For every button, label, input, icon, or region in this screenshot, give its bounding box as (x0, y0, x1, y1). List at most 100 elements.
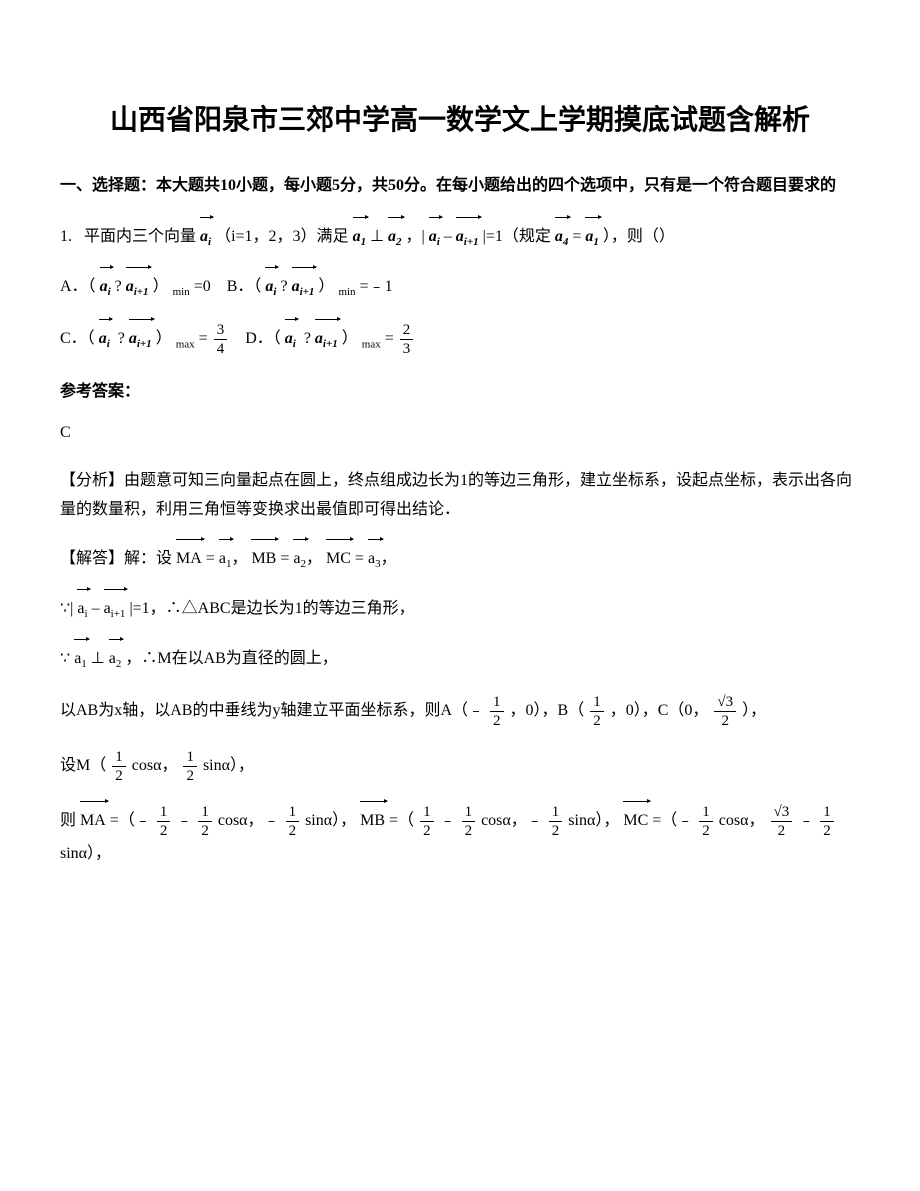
option-a-label: A．（ (60, 278, 96, 295)
frac-sqrt3-2: √32 (771, 803, 793, 840)
comma-2: ， (306, 550, 322, 567)
option-b-label: B．（ (227, 278, 262, 295)
option-b-tail: ） (318, 278, 334, 295)
answer-label: 参考答案： (60, 378, 860, 407)
vec-MB-icon: MB (251, 543, 276, 574)
sol6-cos3: cosα， (719, 812, 765, 829)
comma-3: ， (381, 550, 397, 567)
solution-line-4: 以AB为x轴，以AB的中垂线为y轴建立平面坐标系，则A（﹣ 12 ，0），B（ … (60, 693, 860, 730)
sol4-end: ）， (742, 702, 766, 719)
minus: – (444, 228, 452, 245)
eq: = (572, 228, 581, 245)
option-a-vec2-icon: ai+1 (126, 271, 149, 303)
sol6-eq3: =（﹣ (652, 812, 693, 829)
option-a-mid: ? (115, 278, 122, 295)
option-d-vec1-icon: ai (285, 323, 296, 355)
option-d-tail: ） (342, 330, 358, 347)
sol6-pre: 则 (60, 812, 76, 829)
sol2-minus: – (92, 600, 100, 617)
sol6-minus1: ﹣ (176, 812, 192, 829)
vec-a2-sol-icon: a2 (293, 543, 306, 575)
vec-a1-sol-icon: a1 (219, 543, 232, 575)
sol4-mid2: ，0），C（0， (610, 702, 709, 719)
option-c-frac: 3 4 (214, 321, 228, 358)
option-d-sub: max (362, 338, 381, 350)
frac-sqrt3-1: √32 (714, 693, 736, 730)
solution-line-5: 设M（ 12 cosα， 12 sinα）， (60, 748, 860, 785)
q1-stem-5: ），则（） (603, 228, 675, 245)
frac-half-1: 12 (490, 693, 504, 730)
option-b-mid: ? (280, 278, 287, 295)
vec-MC-icon: MC (326, 543, 351, 574)
frac-half-9: 12 (462, 803, 476, 840)
section-1-heading: 一、选择题：本大题共10小题，每小题5分，共50分。在每小题给出的四个选项中，只… (60, 172, 860, 201)
frac-half-7: 12 (286, 803, 300, 840)
analysis-text: 由题意可知三向量起点在圆上，终点组成边长为1的等边三角形，建立坐标系，设起点坐标… (60, 472, 852, 518)
sol3-post: ，∴M在以AB为直径的圆上， (125, 650, 337, 667)
q1-stem-4: |=1（规定 (483, 228, 551, 245)
sol4-pre: 以AB为x轴，以AB的中垂线为y轴建立平面坐标系，则A（﹣ (60, 702, 484, 719)
option-d-eq: = (385, 330, 394, 347)
sol5-cos: cosα， (132, 757, 178, 774)
sol5-pre: 设M（ (60, 757, 106, 774)
solution-label: 【解答】解：设 (60, 550, 172, 567)
frac-half-5: 12 (157, 803, 171, 840)
option-a-tail: ） (153, 278, 169, 295)
vec-a1-sol3-icon: a1 (74, 643, 87, 675)
frac-half-8: 12 (420, 803, 434, 840)
vec-MA-sol6-icon: MA (80, 805, 106, 836)
frac-half-10: 12 (549, 803, 563, 840)
vec-a3-sol-icon: a3 (368, 543, 381, 575)
option-c-sub: max (176, 338, 195, 350)
frac-half-11: 12 (699, 803, 713, 840)
option-d-vec2-icon: ai+1 (315, 323, 338, 355)
frac-half-3: 12 (112, 748, 126, 785)
sol6-sin1: sinα）， (305, 812, 356, 829)
sol3-pre: ∵ (60, 650, 70, 667)
vec-a1-icon-2: a1 (585, 221, 599, 253)
option-c-eq: = (199, 330, 208, 347)
vec-MC-sol6-icon: MC (623, 805, 648, 836)
option-b-val: =﹣1 (360, 278, 393, 295)
option-c-label: C．（ (60, 330, 95, 347)
option-a-vec1-icon: ai (100, 271, 111, 303)
option-c-tail: ） (156, 330, 172, 347)
option-d-frac: 2 3 (400, 321, 414, 358)
analysis-label: 【分析】 (60, 472, 124, 489)
frac-half-12: 12 (820, 803, 834, 840)
vec-MB-sol6-icon: MB (360, 805, 385, 836)
vec-a2-sol3-icon: a2 (109, 643, 122, 675)
vec-a1-icon: a1 (353, 221, 367, 253)
solution-line-1: 【解答】解：设 MA = a1， MB = a2， MC = a3， (60, 543, 860, 575)
q1-stem-1: 平面内三个向量 (84, 228, 196, 245)
option-d-label: D．（ (245, 330, 281, 347)
option-a-sub: min (173, 286, 190, 298)
sol4-mid1: ，0），B（ (510, 702, 585, 719)
option-c-vec2-icon: ai+1 (129, 323, 152, 355)
sol6-minus2: ﹣ (440, 812, 456, 829)
doc-title: 山西省阳泉市三郊中学高一数学文上学期摸底试题含解析 (60, 100, 860, 142)
sol2-post: |=1，∴△ABC是边长为1的等边三角形， (129, 600, 414, 617)
option-b-sub: min (338, 286, 355, 298)
option-d-mid: ? (304, 330, 311, 347)
question-1: 1. 平面内三个向量 ai （i=1，2，3）满足 a1 ⊥ a2 ，| ai … (60, 221, 860, 358)
frac-half-6: 12 (198, 803, 212, 840)
option-c-mid: ? (118, 330, 125, 347)
vec-ai1-sol-icon: ai+1 (104, 593, 126, 625)
q1-number: 1. (60, 228, 72, 245)
sol2-pre: ∵| (60, 600, 73, 617)
sol6-sin2: sinα）， (568, 812, 619, 829)
sol6-sinend: sinα）， (60, 845, 111, 862)
option-c-vec1-icon: ai (99, 323, 110, 355)
answer-value: C (60, 419, 860, 448)
vec-ai-sol-icon: ai (77, 593, 87, 625)
vec-a4-icon: a4 (555, 221, 569, 253)
eq-a3: = (355, 550, 364, 567)
option-b-vec1-icon: ai (265, 271, 276, 303)
vec-ai-icon: ai (200, 221, 211, 253)
sol6-cos1: cosα，﹣ (218, 812, 280, 829)
sol5-sin: sinα）， (203, 757, 254, 774)
perp-symbol: ⊥ (370, 228, 384, 245)
analysis-block: 【分析】由题意可知三向量起点在圆上，终点组成边长为1的等边三角形，建立坐标系，设… (60, 467, 860, 525)
eq-a2: = (280, 550, 289, 567)
